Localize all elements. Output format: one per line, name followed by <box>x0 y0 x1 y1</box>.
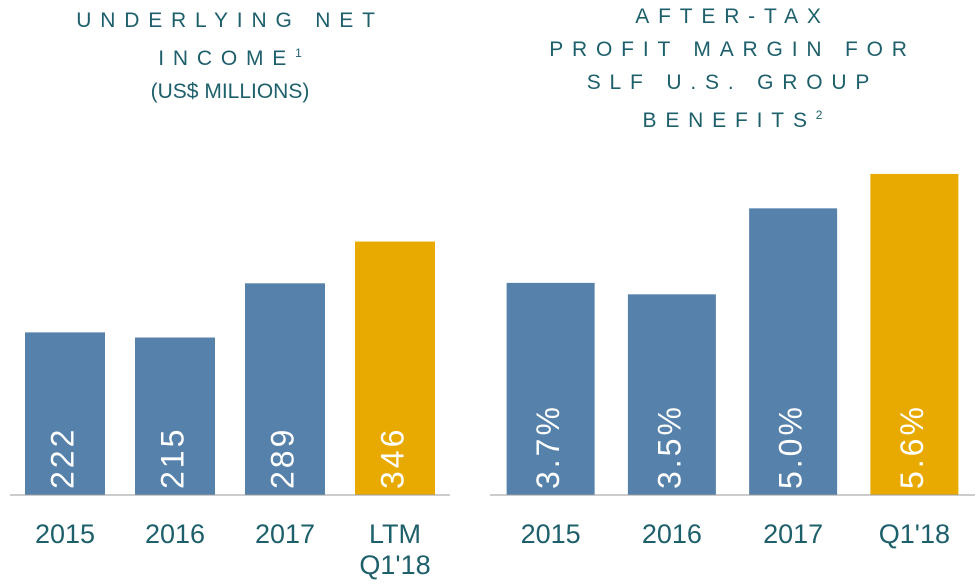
title-text: PROFIT MARGIN FOR <box>549 38 916 61</box>
value-label: 5.6% <box>894 404 930 489</box>
value-label: 289 <box>264 427 300 489</box>
bar <box>870 173 959 495</box>
title-line: SLF U.S. GROUP <box>493 66 973 99</box>
chart-title: UNDERLYING NET INCOME1 (US$ MILLIONS) <box>20 4 440 108</box>
bar <box>25 332 105 495</box>
bar <box>506 282 595 495</box>
value-label: 215 <box>154 427 190 489</box>
title-line: UNDERLYING NET <box>20 4 440 37</box>
title-text: AFTER-TAX <box>635 5 830 28</box>
title-line: INCOME1 <box>20 37 440 75</box>
title-text: BENEFITS <box>642 109 816 132</box>
x-tick-label: Q1'18 <box>878 519 950 549</box>
footnote-marker: 1 <box>295 46 302 60</box>
title-text: UNDERLYING NET <box>76 9 384 32</box>
value-label: 222 <box>44 427 80 489</box>
footnote-marker: 2 <box>815 108 823 122</box>
subtitle-text: (US$ MILLIONS) <box>150 80 310 103</box>
value-label: 3.7% <box>530 404 566 489</box>
bar <box>245 283 325 495</box>
x-tick-label: 2015 <box>34 519 96 549</box>
value-label: 5.0% <box>773 404 809 489</box>
title-line: PROFIT MARGIN FOR <box>493 33 973 66</box>
bar <box>355 241 435 495</box>
x-tick-label: 2017 <box>763 519 824 549</box>
x-tick-label: 2016 <box>641 519 702 549</box>
title-line: AFTER-TAX <box>493 0 973 33</box>
bar <box>749 208 838 496</box>
x-tick-label: LTM Q1'18 <box>359 519 431 580</box>
title-text: INCOME <box>158 47 296 70</box>
bar <box>135 337 215 495</box>
chart-subtitle: (US$ MILLIONS) <box>20 75 440 108</box>
x-tick-label: 2017 <box>254 519 316 549</box>
x-tick-label: 2016 <box>144 519 206 549</box>
bar <box>627 294 716 495</box>
x-tick-label: 2015 <box>520 519 581 549</box>
chart-title: AFTER-TAX PROFIT MARGIN FOR SLF U.S. GROUP… <box>493 0 973 137</box>
title-text: SLF U.S. GROUP <box>586 71 879 94</box>
value-label: 346 <box>374 427 410 489</box>
value-label: 3.5% <box>651 404 687 489</box>
title-line: BENEFITS2 <box>493 99 973 137</box>
